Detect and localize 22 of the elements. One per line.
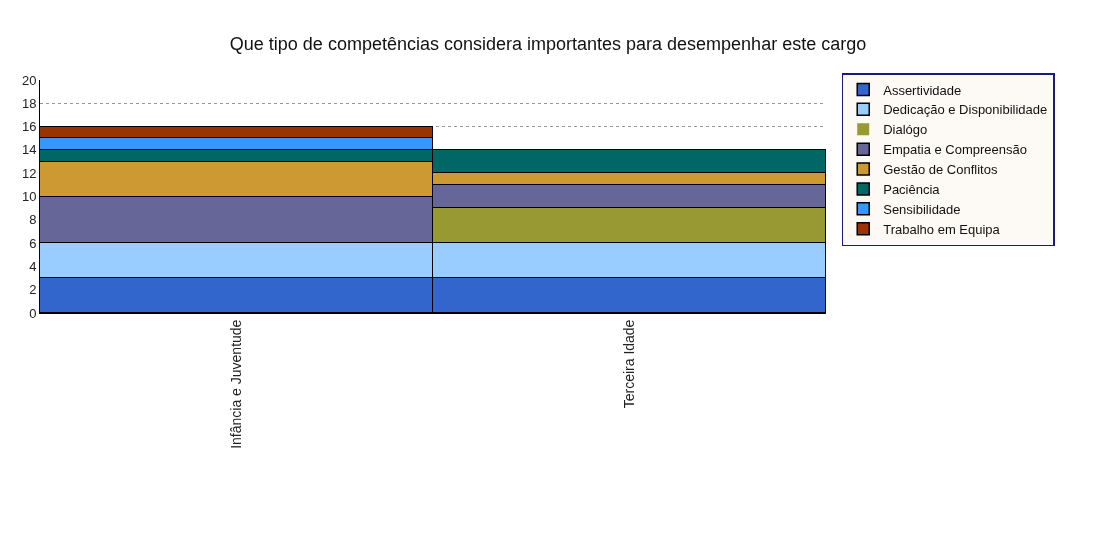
y-tick-label: 2: [29, 282, 37, 298]
legend-label: Paciência: [883, 182, 941, 198]
legend-label: Trabalho em Equipa: [883, 221, 1001, 237]
legend-label: Sensibilidade: [883, 201, 961, 217]
y-tick-label: 20: [21, 72, 37, 88]
legend-label: Empatia e Compreensão: [883, 142, 1028, 158]
x-tick-label: Infância e Juventude: [228, 319, 245, 449]
y-tick-label: 14: [21, 142, 37, 158]
y-tick-label: 6: [29, 235, 37, 251]
legend-label: Assertividade: [883, 82, 962, 98]
x-tick-label: Terceira Idade: [621, 319, 638, 409]
legend-label: Gestão de Conflitos: [883, 162, 998, 178]
legend-label: Dedicação e Disponibilidade: [883, 102, 1048, 118]
chart-title: Que tipo de competências considera importantes para desempenhar este cargo: [229, 33, 867, 54]
y-tick-label: 8: [29, 212, 37, 228]
y-tick-label: 10: [21, 189, 37, 205]
y-tick-label: 4: [29, 258, 37, 274]
y-tick-label: 12: [21, 165, 37, 181]
y-tick-label: 16: [21, 119, 37, 135]
legend-label: Dialógo: [883, 122, 928, 138]
y-tick-label: 18: [21, 95, 37, 111]
y-tick-label: 0: [29, 305, 37, 321]
